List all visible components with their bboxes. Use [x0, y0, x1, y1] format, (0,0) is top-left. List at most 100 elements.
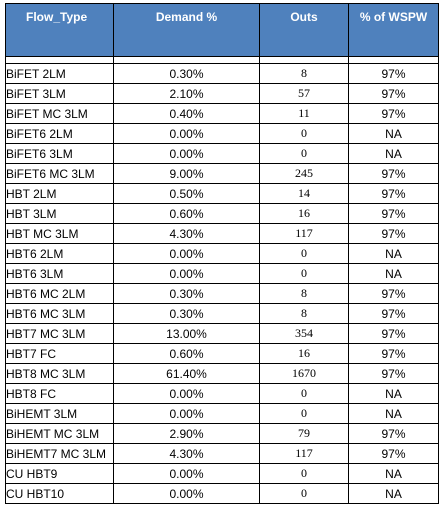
outs-cell: 8 — [259, 303, 349, 324]
demand-cell: 0.00% — [113, 123, 260, 144]
table-row: HBT7 FC 0.60% 16 97% — [5, 343, 439, 364]
demand-cell: 0.00% — [113, 463, 260, 484]
demand-cell: 2.90% — [113, 423, 260, 444]
table-row: HBT8 FC 0.00% 0 NA — [5, 383, 439, 404]
flow-type-cell: HBT6 MC 2LM — [5, 283, 114, 304]
table-row: HBT 3LM 0.60% 16 97% — [5, 203, 439, 224]
wspw-cell: 97% — [348, 83, 439, 104]
spacer-row — [5, 56, 439, 64]
table-row: HBT7 MC 3LM 13.00% 354 97% — [5, 323, 439, 344]
outs-cell: 0 — [259, 403, 349, 424]
demand-cell: 0.40% — [113, 103, 260, 124]
demand-cell: 0.30% — [113, 283, 260, 304]
flow-type-cell: CU HBT10 — [5, 483, 114, 504]
header-demand: Demand % — [113, 3, 260, 57]
table-row: BiFET 3LM 2.10% 57 97% — [5, 83, 439, 104]
spacer-cell — [113, 56, 260, 64]
table-row: HBT6 MC 2LM 0.30% 8 97% — [5, 283, 439, 304]
header-row: Flow_Type Demand % Outs % of WSPW — [5, 3, 439, 57]
wspw-cell: 97% — [348, 223, 439, 244]
outs-cell: 0 — [259, 263, 349, 284]
table-row: HBT6 3LM 0.00% 0 NA — [5, 263, 439, 284]
outs-cell: 0 — [259, 123, 349, 144]
wspw-cell: NA — [348, 383, 439, 404]
flow-type-cell: HBT6 MC 3LM — [5, 303, 114, 324]
outs-cell: 0 — [259, 243, 349, 264]
wspw-cell: NA — [348, 143, 439, 164]
header-outs: Outs — [259, 3, 349, 57]
table-row: HBT MC 3LM 4.30% 117 97% — [5, 223, 439, 244]
flow-type-cell: HBT6 3LM — [5, 263, 114, 284]
table-row: BiHEMT7 MC 3LM 4.30% 117 97% — [5, 443, 439, 464]
table-row: HBT 2LM 0.50% 14 97% — [5, 183, 439, 204]
outs-cell: 16 — [259, 203, 349, 224]
outs-cell: 16 — [259, 343, 349, 364]
outs-cell: 245 — [259, 163, 349, 184]
demand-cell: 0.00% — [113, 143, 260, 164]
wspw-cell: 97% — [348, 283, 439, 304]
demand-cell: 0.00% — [113, 483, 260, 504]
wspw-cell: 97% — [348, 363, 439, 384]
demand-cell: 0.30% — [113, 63, 260, 84]
table-row: CU HBT10 0.00% 0 NA — [5, 483, 439, 504]
flow-type-cell: HBT MC 3LM — [5, 223, 114, 244]
wspw-cell: 97% — [348, 103, 439, 124]
table-row: HBT6 2LM 0.00% 0 NA — [5, 243, 439, 264]
table-body: BiFET 2LM 0.30% 8 97% BiFET 3LM 2.10% 57 97% BiF… — [5, 56, 439, 504]
wspw-cell: 97% — [348, 183, 439, 204]
outs-cell: 8 — [259, 63, 349, 84]
wspw-cell: 97% — [348, 303, 439, 324]
demand-cell: 0.00% — [113, 403, 260, 424]
demand-cell: 0.50% — [113, 183, 260, 204]
wspw-cell: NA — [348, 483, 439, 504]
outs-cell: 354 — [259, 323, 349, 344]
wspw-cell: NA — [348, 123, 439, 144]
demand-cell: 0.60% — [113, 343, 260, 364]
flow-type-cell: BiFET6 MC 3LM — [5, 163, 114, 184]
table-row: HBT8 MC 3LM 61.40% 1670 97% — [5, 363, 439, 384]
header-wspw: % of WSPW — [348, 3, 439, 57]
wspw-cell: 97% — [348, 423, 439, 444]
flow-type-cell: BiFET6 2LM — [5, 123, 114, 144]
table-row: BiFET6 MC 3LM 9.00% 245 97% — [5, 163, 439, 184]
flow-type-cell: HBT 2LM — [5, 183, 114, 204]
flow-type-cell: BiHEMT MC 3LM — [5, 423, 114, 444]
wspw-cell: 97% — [348, 323, 439, 344]
demand-cell: 61.40% — [113, 363, 260, 384]
demand-cell: 0.30% — [113, 303, 260, 324]
wspw-cell: NA — [348, 243, 439, 264]
flow-type-cell: CU HBT9 — [5, 463, 114, 484]
demand-cell: 2.10% — [113, 83, 260, 104]
flow-type-cell: HBT6 2LM — [5, 243, 114, 264]
table-row: BiHEMT 3LM 0.00% 0 NA — [5, 403, 439, 424]
spacer-cell — [348, 56, 439, 64]
demand-cell: 9.00% — [113, 163, 260, 184]
flow-type-cell: BiFET6 3LM — [5, 143, 114, 164]
flow-type-cell: BiHEMT 3LM — [5, 403, 114, 424]
flow-type-table: Flow_Type Demand % Outs % of WSPW BiFET … — [5, 3, 439, 504]
flow-type-cell: BiHEMT7 MC 3LM — [5, 443, 114, 464]
wspw-cell: NA — [348, 263, 439, 284]
wspw-cell: 97% — [348, 343, 439, 364]
demand-cell: 13.00% — [113, 323, 260, 344]
table-row: BiFET 2LM 0.30% 8 97% — [5, 63, 439, 84]
outs-cell: 0 — [259, 483, 349, 504]
table-row: BiFET MC 3LM 0.40% 11 97% — [5, 103, 439, 124]
flow-type-cell: BiFET 2LM — [5, 63, 114, 84]
header-flow-type: Flow_Type — [5, 3, 114, 57]
outs-cell: 1670 — [259, 363, 349, 384]
wspw-cell: 97% — [348, 63, 439, 84]
wspw-cell: NA — [348, 403, 439, 424]
wspw-cell: NA — [348, 463, 439, 484]
table-row: CU HBT9 0.00% 0 NA — [5, 463, 439, 484]
demand-cell: 0.00% — [113, 383, 260, 404]
flow-type-cell: HBT8 MC 3LM — [5, 363, 114, 384]
spacer-cell — [259, 56, 349, 64]
demand-cell: 0.00% — [113, 243, 260, 264]
outs-cell: 0 — [259, 383, 349, 404]
flow-type-cell: HBT7 FC — [5, 343, 114, 364]
demand-cell: 0.60% — [113, 203, 260, 224]
outs-cell: 8 — [259, 283, 349, 304]
spacer-cell — [5, 56, 114, 64]
wspw-cell: 97% — [348, 163, 439, 184]
